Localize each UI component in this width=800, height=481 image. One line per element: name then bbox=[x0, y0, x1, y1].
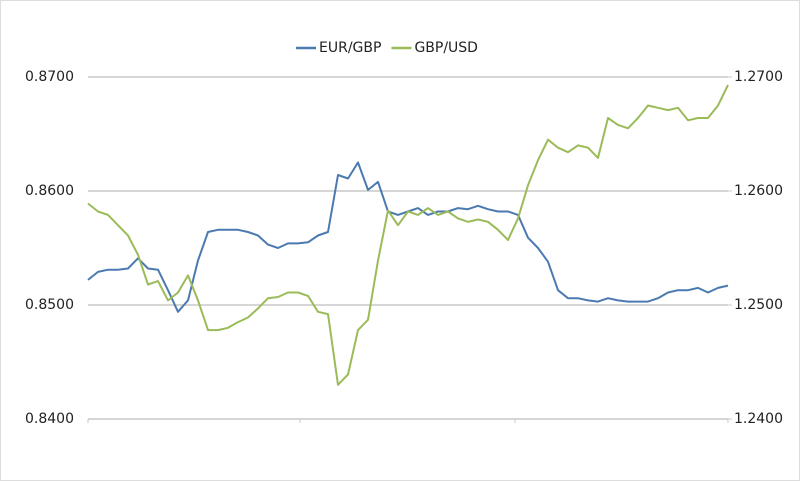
legend-label: GBP/USD bbox=[414, 40, 478, 56]
y-tick-label: 0.8700 bbox=[25, 69, 74, 85]
y2-tick-label: 1.2500 bbox=[734, 297, 783, 313]
y-tick-label: 0.8400 bbox=[25, 411, 74, 427]
y2-tick-label: 1.2700 bbox=[734, 69, 783, 85]
y2-tick-label: 1.2600 bbox=[734, 183, 783, 199]
series-line bbox=[87, 84, 729, 386]
legend-label: EUR/GBP bbox=[319, 40, 381, 56]
y-tick-label: 0.8500 bbox=[25, 297, 74, 313]
y2-tick-label: 1.2400 bbox=[734, 411, 783, 427]
y-tick-label: 0.8600 bbox=[25, 183, 74, 199]
